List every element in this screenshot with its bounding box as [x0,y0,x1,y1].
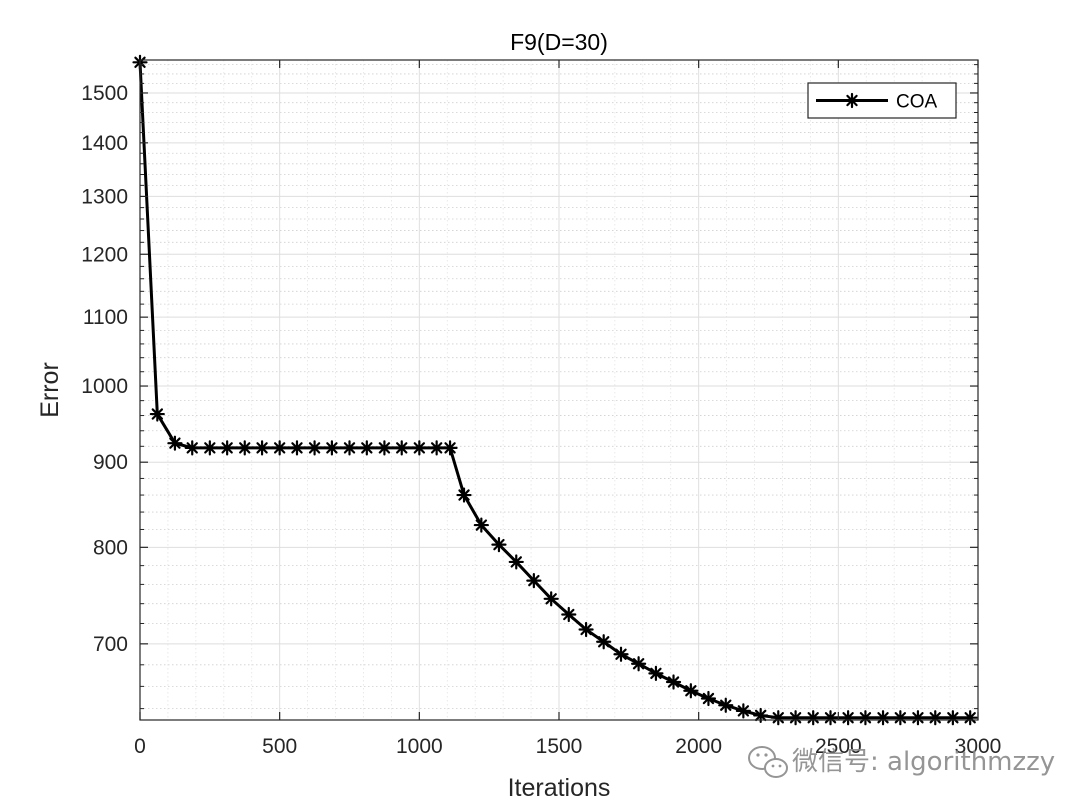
data-point [272,440,288,456]
y-tick-labels: 700 800 900 1000 1100 1200 1300 1400 1500 [81,82,128,656]
x-tick-label: 2000 [675,735,722,758]
data-point [456,487,472,503]
series-layer [132,54,978,726]
data-point [927,710,943,726]
data-point [306,440,323,456]
data-point [718,697,734,713]
data-point [945,710,961,726]
y-tick-label: 800 [93,536,128,559]
x-tick-labels: 0 500 1000 1500 2000 2500 3000 [134,735,1001,758]
y-tick-label: 900 [93,451,128,474]
y-tick-label: 1200 [81,243,128,266]
data-point [840,710,856,726]
ticks [139,60,979,720]
y-tick-label: 1100 [83,306,128,329]
data-point [289,440,305,456]
data-point [324,440,340,456]
data-point [648,665,664,681]
y-tick-label: 1400 [81,132,128,155]
x-tick-label: 2500 [815,735,862,758]
data-point [875,710,891,726]
data-point [631,656,647,672]
data-point [237,440,253,456]
data-point [962,710,978,726]
data-point [442,440,458,456]
wechat-icon [748,746,788,778]
data-point [473,517,489,533]
y-tick-label: 1000 [81,375,128,398]
data-point [411,440,427,456]
legend-marker-symbol [844,92,860,109]
data-point [596,634,612,650]
data-point [341,440,358,456]
data-point [167,435,183,451]
data-point [508,554,524,570]
watermark: 微信号: algorithmzzy [748,746,1055,778]
data-point [857,710,874,726]
legend-entry-coa: COA [896,92,938,113]
data-point [219,440,235,456]
data-point [735,703,751,719]
data-point [613,646,629,662]
data-point [892,710,908,726]
x-tick-label: 500 [262,735,297,758]
x-tick-label: 0 [134,735,146,758]
data-point [184,440,200,456]
data-point [543,591,559,607]
data-point [805,710,821,726]
data-point [700,690,717,707]
x-tick-label: 1000 [396,735,443,758]
watermark-text: 微信号: algorithmzzy [792,747,1055,777]
x-tick-label: 3000 [955,735,1002,758]
data-point [359,440,375,456]
legend-marker [844,92,860,109]
data-point [578,621,594,638]
data-point [910,710,926,726]
data-point [254,440,270,456]
y-tick-label: 1500 [81,82,128,105]
legend: COA [807,82,957,119]
data-point [683,683,699,699]
data-point [561,606,577,623]
x-tick-label: 1500 [536,735,583,758]
data-point [822,710,839,726]
data-point [787,710,804,726]
data-point [376,440,393,456]
data-point [770,710,786,726]
data-point [149,406,165,422]
y-axis-label: Error [36,362,64,418]
data-point [202,440,218,456]
x-axis-label: Iterations [508,774,611,802]
data-point [491,537,507,553]
data-point [526,573,542,589]
y-tick-label: 1300 [81,185,128,208]
data-point [394,440,410,456]
chart-title: F9(D=30) [510,29,608,55]
y-tick-label: 700 [93,633,128,656]
data-point [665,674,682,690]
data-point [429,440,445,456]
